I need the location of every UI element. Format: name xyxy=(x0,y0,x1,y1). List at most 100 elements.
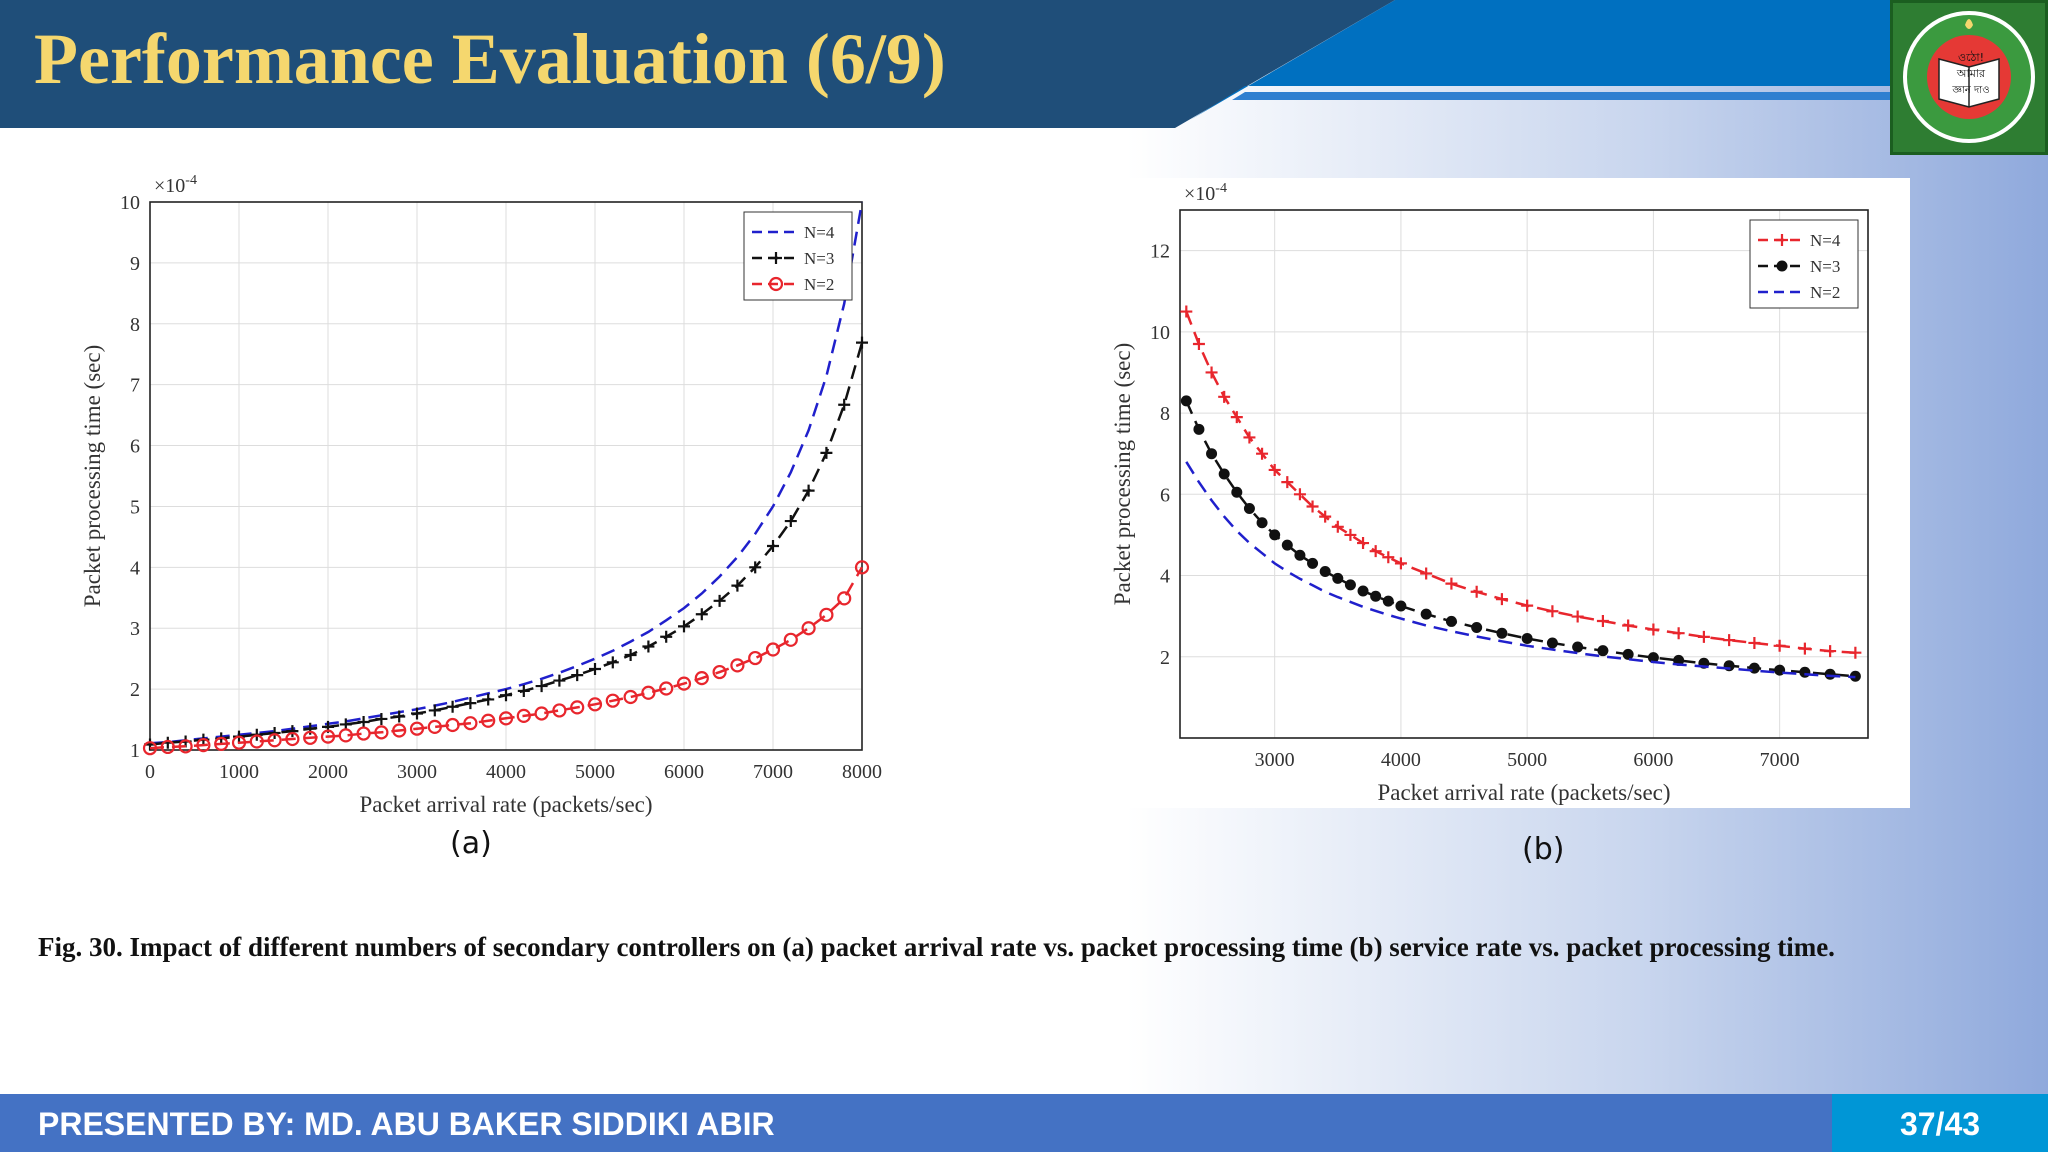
chart-a-panel: 0 1000 2000 3000 4000 5000 6000 7000 8000 1 2 3 4 5 6 7… xyxy=(70,160,900,820)
chart-a-legend-entry: N=2 xyxy=(804,275,834,294)
university-logo: ওঠো! আমার জ্ঞান দাও xyxy=(1890,0,2048,155)
chart-b-point xyxy=(1546,605,1559,618)
header-bar: Performance Evaluation (6/9) xyxy=(0,0,2048,130)
chart-a-point xyxy=(838,398,851,411)
chart-b-x-tick-label: 3000 xyxy=(1255,749,1295,771)
chart-b-x-tick-label: 7000 xyxy=(1760,749,1800,771)
chart-a-point xyxy=(854,560,870,575)
chart-a-point xyxy=(482,693,495,706)
chart-a-point xyxy=(481,713,496,728)
chart-a-axes-box xyxy=(149,201,863,751)
chart-a-point xyxy=(730,658,745,673)
logo-text-1: ওঠো! xyxy=(1958,51,1984,64)
chart-b-point xyxy=(1572,641,1584,653)
chart-a-point xyxy=(713,594,726,607)
chart-b-point xyxy=(1672,627,1685,640)
slide-title: Performance Evaluation (6/9) xyxy=(34,19,946,99)
chart-a-point xyxy=(856,336,868,349)
chart-a-point xyxy=(320,729,336,744)
chart-b-point xyxy=(1230,411,1243,424)
chart-b-point xyxy=(1420,567,1433,580)
chart-b-point xyxy=(1395,600,1407,612)
chart-a-x-tick-label: 7000 xyxy=(753,761,793,783)
chart-a-point xyxy=(463,716,478,731)
chart-b-point xyxy=(1231,486,1243,498)
chart-b-point xyxy=(1357,537,1370,550)
chart-a-point xyxy=(356,726,371,741)
chart-b: 3000 4000 5000 6000 7000 2 4 6 8 10 12 ×10-4 Packet … xyxy=(1110,181,1869,805)
chart-a-point xyxy=(178,739,193,754)
chart-b-point xyxy=(1470,585,1483,598)
figure-caption: Fig. 30. Impact of different numbers of … xyxy=(38,932,1835,962)
chart-a-point xyxy=(641,685,656,700)
chart-b-series-N3 xyxy=(1180,395,1861,682)
chart-b-point xyxy=(1268,463,1281,476)
chart-a-x-axis-label: Packet arrival rate (packets/sec) xyxy=(359,792,652,817)
chart-b-point xyxy=(1206,448,1218,460)
chart-a-point xyxy=(642,640,655,653)
chart-a-y-tick-label: 1 xyxy=(130,740,140,762)
chart-a-legend-marker xyxy=(768,276,784,292)
chart-b-point xyxy=(1357,585,1369,597)
chart-b-legend-entry: N=3 xyxy=(1810,257,1840,276)
chart-a-point xyxy=(231,735,247,750)
chart-b-point xyxy=(1218,390,1231,403)
chart-b-line-N3 xyxy=(1185,400,1856,678)
chart-a-point xyxy=(428,704,441,717)
chart-b-point xyxy=(1382,595,1394,607)
chart-b-point xyxy=(1331,520,1344,533)
chart-a-point xyxy=(801,621,816,636)
chart-b-point xyxy=(1420,608,1432,620)
chart-a-y-tick-label: 5 xyxy=(130,496,140,518)
chart-a-legend-box xyxy=(743,211,853,301)
logo-text-2: আমার xyxy=(1956,67,1986,80)
chart-a-series-N4 xyxy=(149,201,864,745)
page-number: 37/43 xyxy=(1899,1106,1981,1142)
chart-a-point xyxy=(535,680,548,693)
chart-b-x-tick-label: 4000 xyxy=(1381,749,1421,771)
chart-b-legend-marker xyxy=(1776,234,1788,246)
chart-a: 0 1000 2000 3000 4000 5000 6000 7000 8000 1 2 3 4 5 6 7… xyxy=(80,173,882,817)
chart-a-point xyxy=(712,664,727,680)
panel-a-label: (a) xyxy=(450,826,492,861)
chart-a-point xyxy=(214,736,229,752)
chart-b-line-N4 xyxy=(1185,311,1856,654)
chart-b-point xyxy=(1281,476,1294,489)
chart-a-point xyxy=(498,711,514,726)
chart-b-series-N2 xyxy=(1185,461,1856,679)
chart-b-y-tick-label: 4 xyxy=(1160,566,1170,588)
chart-a-point xyxy=(517,684,530,697)
chart-b-point xyxy=(1193,423,1205,435)
chart-b-point xyxy=(1192,338,1205,351)
chart-a-y-tick-label: 8 xyxy=(130,314,140,336)
chart-a-y-tick-label: 7 xyxy=(130,375,140,397)
chart-b-point xyxy=(1723,634,1736,647)
chart-b-series-N4 xyxy=(1180,305,1862,659)
chart-a-legend-entry: N=4 xyxy=(804,223,835,242)
chart-a-legend-marker xyxy=(770,252,782,264)
chart-a-point xyxy=(748,650,763,666)
chart-a-point xyxy=(784,515,797,528)
chart-a-point xyxy=(552,703,567,718)
chart-b-point xyxy=(1849,646,1862,659)
chart-a-x-tick-label: 5000 xyxy=(575,761,615,783)
chart-a-point xyxy=(285,731,300,747)
chart-b-legend-entry: N=4 xyxy=(1810,231,1841,250)
chart-a-x-tick-label: 2000 xyxy=(308,761,348,783)
chart-a-point xyxy=(249,734,264,749)
chart-b-point xyxy=(1256,447,1269,460)
chart-b-point xyxy=(1799,666,1811,678)
header-background xyxy=(0,0,1890,128)
chart-a-point xyxy=(445,717,460,733)
logo-text-3: জ্ঞান দাও xyxy=(1951,85,1989,96)
chart-b-point xyxy=(1180,305,1193,318)
chart-a-point xyxy=(516,708,531,724)
chart-b-point xyxy=(1256,517,1268,529)
chart-a-point xyxy=(338,728,353,743)
chart-a-exponent-label: ×10-4 xyxy=(154,173,197,197)
chart-b-legend-box xyxy=(1749,219,1859,309)
chart-b-x-tick-label: 5000 xyxy=(1507,749,1547,771)
chart-a-point xyxy=(783,632,798,647)
chart-a-y-tick-label: 6 xyxy=(130,436,140,458)
chart-b-point xyxy=(1294,549,1306,561)
